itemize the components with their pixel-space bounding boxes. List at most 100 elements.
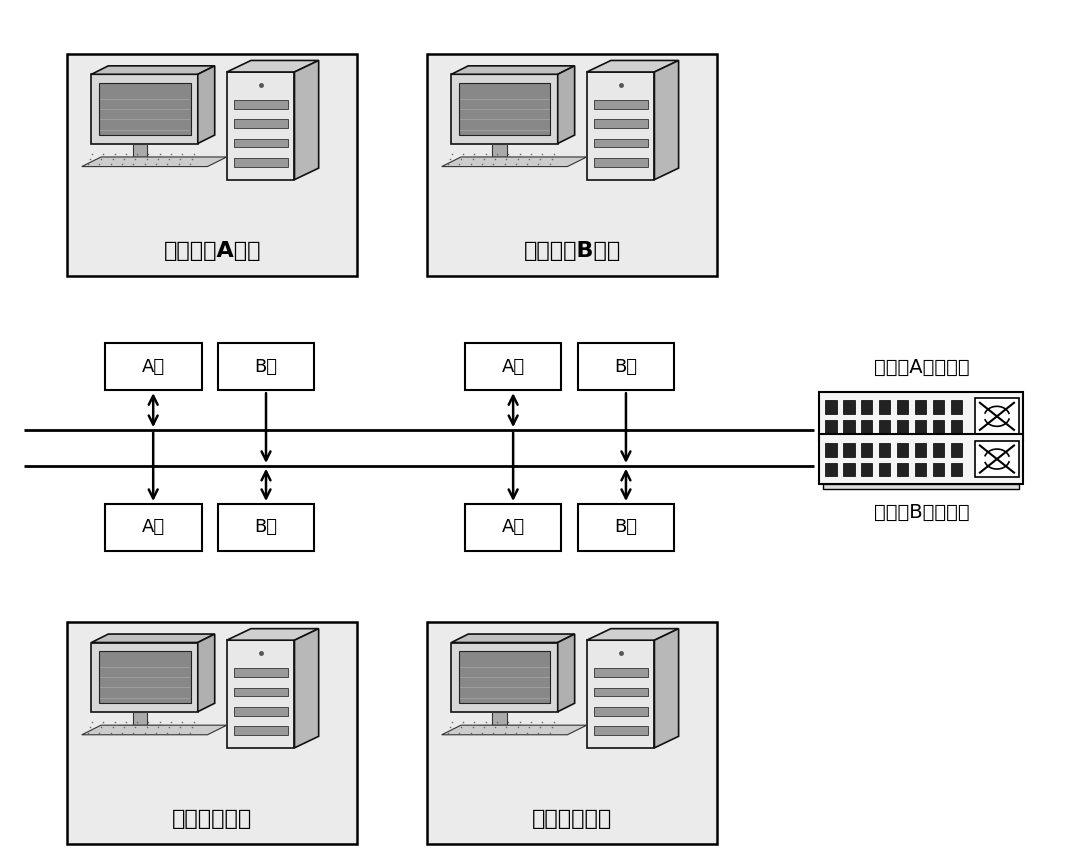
- Bar: [915, 463, 926, 476]
- Bar: [594, 668, 648, 677]
- Bar: [578, 504, 674, 551]
- Bar: [915, 443, 926, 457]
- Bar: [974, 441, 1020, 477]
- Bar: [594, 138, 648, 147]
- Bar: [950, 420, 961, 433]
- Polygon shape: [92, 74, 198, 144]
- Bar: [98, 651, 190, 703]
- Polygon shape: [654, 629, 678, 748]
- Text: 监控后台主机: 监控后台主机: [172, 808, 253, 829]
- Bar: [843, 443, 854, 457]
- Bar: [950, 463, 961, 476]
- Polygon shape: [492, 712, 507, 725]
- Bar: [233, 727, 287, 735]
- Bar: [820, 434, 1024, 484]
- Polygon shape: [92, 634, 215, 642]
- Bar: [594, 120, 648, 128]
- Polygon shape: [557, 66, 575, 144]
- Polygon shape: [654, 60, 678, 180]
- Polygon shape: [82, 725, 227, 734]
- Bar: [879, 463, 890, 476]
- Bar: [896, 400, 908, 414]
- Bar: [594, 707, 648, 716]
- Text: B网: B网: [255, 358, 278, 376]
- Bar: [428, 54, 717, 276]
- Polygon shape: [227, 60, 319, 72]
- Bar: [233, 668, 287, 677]
- Bar: [218, 343, 314, 390]
- Text: A网: A网: [501, 519, 525, 537]
- Bar: [67, 54, 357, 276]
- Bar: [974, 398, 1020, 434]
- Bar: [843, 420, 854, 433]
- Polygon shape: [295, 629, 319, 748]
- Text: A网: A网: [501, 358, 525, 376]
- Bar: [915, 420, 926, 433]
- Bar: [459, 651, 551, 703]
- Polygon shape: [586, 629, 678, 640]
- Bar: [594, 100, 648, 108]
- Bar: [594, 687, 648, 697]
- Text: B网: B网: [255, 519, 278, 537]
- Bar: [861, 463, 873, 476]
- Bar: [98, 83, 190, 135]
- Bar: [950, 400, 961, 414]
- Polygon shape: [92, 66, 215, 74]
- Polygon shape: [557, 634, 575, 712]
- Bar: [843, 463, 854, 476]
- Bar: [896, 443, 908, 457]
- Bar: [233, 687, 287, 697]
- Bar: [478, 157, 522, 163]
- Bar: [478, 725, 522, 730]
- Text: A网: A网: [141, 358, 165, 376]
- Polygon shape: [198, 66, 215, 144]
- Bar: [459, 83, 551, 135]
- Bar: [825, 463, 837, 476]
- Text: 防误子站B主机: 防误子站B主机: [524, 241, 621, 261]
- Text: 监控后台备机: 监控后台备机: [532, 808, 612, 829]
- Bar: [233, 100, 287, 108]
- Bar: [823, 484, 1020, 488]
- Bar: [233, 120, 287, 128]
- Bar: [67, 623, 357, 845]
- Bar: [428, 623, 717, 845]
- Bar: [578, 343, 674, 390]
- Polygon shape: [451, 74, 557, 144]
- Bar: [896, 463, 908, 476]
- Polygon shape: [295, 60, 319, 180]
- Bar: [861, 420, 873, 433]
- Bar: [825, 400, 837, 414]
- Bar: [594, 158, 648, 167]
- Polygon shape: [586, 72, 654, 180]
- Bar: [933, 420, 944, 433]
- Text: 站控层B网交换机: 站控层B网交换机: [874, 502, 969, 521]
- Text: B网: B网: [615, 358, 637, 376]
- Bar: [823, 441, 1020, 446]
- Bar: [879, 400, 890, 414]
- Polygon shape: [586, 640, 654, 748]
- Polygon shape: [198, 634, 215, 712]
- Bar: [118, 725, 162, 730]
- Bar: [594, 727, 648, 735]
- Polygon shape: [451, 66, 575, 74]
- Bar: [464, 504, 562, 551]
- Bar: [218, 504, 314, 551]
- Text: B网: B网: [615, 519, 637, 537]
- Polygon shape: [227, 640, 295, 748]
- Polygon shape: [133, 712, 147, 725]
- Bar: [861, 400, 873, 414]
- Polygon shape: [133, 144, 147, 157]
- Bar: [825, 443, 837, 457]
- Bar: [915, 400, 926, 414]
- Polygon shape: [227, 72, 295, 180]
- Bar: [879, 443, 890, 457]
- Polygon shape: [492, 144, 507, 157]
- Polygon shape: [82, 157, 227, 167]
- Bar: [896, 420, 908, 433]
- Bar: [233, 158, 287, 167]
- Text: A网: A网: [141, 519, 165, 537]
- Bar: [464, 343, 562, 390]
- Polygon shape: [227, 629, 319, 640]
- Bar: [820, 391, 1024, 441]
- Bar: [879, 420, 890, 433]
